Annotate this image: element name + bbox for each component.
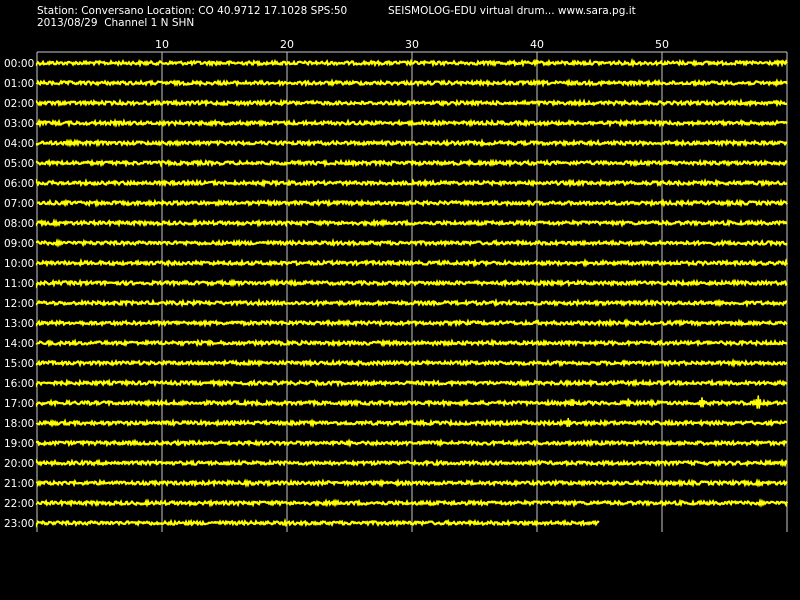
row-label: 01:00	[4, 78, 34, 90]
x-tick-label: 20	[280, 38, 294, 51]
trace-0100	[35, 78, 788, 88]
row-label: 15:00	[4, 358, 34, 370]
date-channel-info: 2013/08/29 Channel 1 N SHN	[37, 17, 195, 29]
trace-1000	[35, 258, 789, 268]
app-title: SEISMOLOG-EDU virtual drum... www.sara.p…	[388, 5, 636, 17]
row-label: 06:00	[4, 178, 34, 190]
trace-0500	[35, 158, 788, 168]
trace-1200	[35, 297, 788, 308]
trace-0800	[35, 218, 788, 228]
row-label: 14:00	[4, 338, 34, 350]
row-label: 19:00	[4, 438, 34, 450]
x-tick-label: 30	[405, 38, 419, 51]
trace-1300	[35, 318, 788, 329]
trace-2000	[35, 458, 788, 468]
row-label: 13:00	[4, 318, 34, 330]
trace-2200	[35, 498, 789, 508]
row-label: 03:00	[4, 118, 34, 130]
x-tick-label: 40	[530, 38, 544, 51]
row-label: 23:00	[4, 518, 34, 530]
trace-1400	[35, 338, 788, 348]
row-label: 05:00	[4, 158, 34, 170]
trace-0200	[35, 98, 787, 108]
event-spike	[568, 398, 576, 407]
row-label: 09:00	[4, 238, 34, 250]
trace-1900	[35, 438, 788, 448]
trace-0900	[35, 238, 788, 248]
row-label: 12:00	[4, 298, 34, 310]
trace-0300	[35, 118, 788, 129]
trace-1600	[35, 378, 788, 388]
event-spike	[698, 397, 706, 408]
trace-1500	[35, 358, 788, 369]
row-label: 20:00	[4, 458, 34, 470]
trace-0400	[35, 138, 788, 148]
row-label: 11:00	[4, 278, 34, 290]
row-label: 08:00	[4, 218, 34, 230]
x-tick-label: 10	[155, 38, 169, 51]
x-tick-label: 50	[655, 38, 669, 51]
event-spike	[564, 417, 572, 427]
row-label: 22:00	[4, 498, 34, 510]
row-label: 17:00	[4, 398, 34, 410]
row-label: 02:00	[4, 98, 34, 110]
trace-1800	[35, 418, 788, 429]
station-info: Station: Conversano Location: CO 40.9712…	[37, 5, 348, 17]
trace-0600	[35, 178, 788, 188]
event-spike	[624, 398, 632, 407]
row-label: 18:00	[4, 418, 34, 430]
row-label: 04:00	[4, 138, 34, 150]
trace-0000	[35, 57, 788, 68]
event-spike	[754, 395, 762, 409]
row-label: 10:00	[4, 258, 34, 270]
row-label: 16:00	[4, 378, 34, 390]
trace-0700	[36, 198, 788, 208]
trace-2300	[35, 518, 600, 528]
row-label: 21:00	[4, 478, 34, 490]
trace-1100	[35, 278, 788, 289]
row-label: 07:00	[4, 198, 34, 210]
trace-1700	[35, 398, 788, 409]
row-label: 00:00	[4, 58, 34, 70]
trace-2100	[35, 478, 788, 488]
